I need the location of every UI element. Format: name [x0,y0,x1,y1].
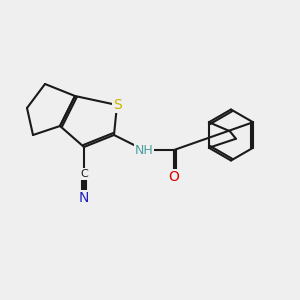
Text: O: O [169,170,179,184]
Text: N: N [79,191,89,205]
Text: NH: NH [135,143,153,157]
Text: S: S [112,98,122,112]
Text: C: C [80,169,88,179]
